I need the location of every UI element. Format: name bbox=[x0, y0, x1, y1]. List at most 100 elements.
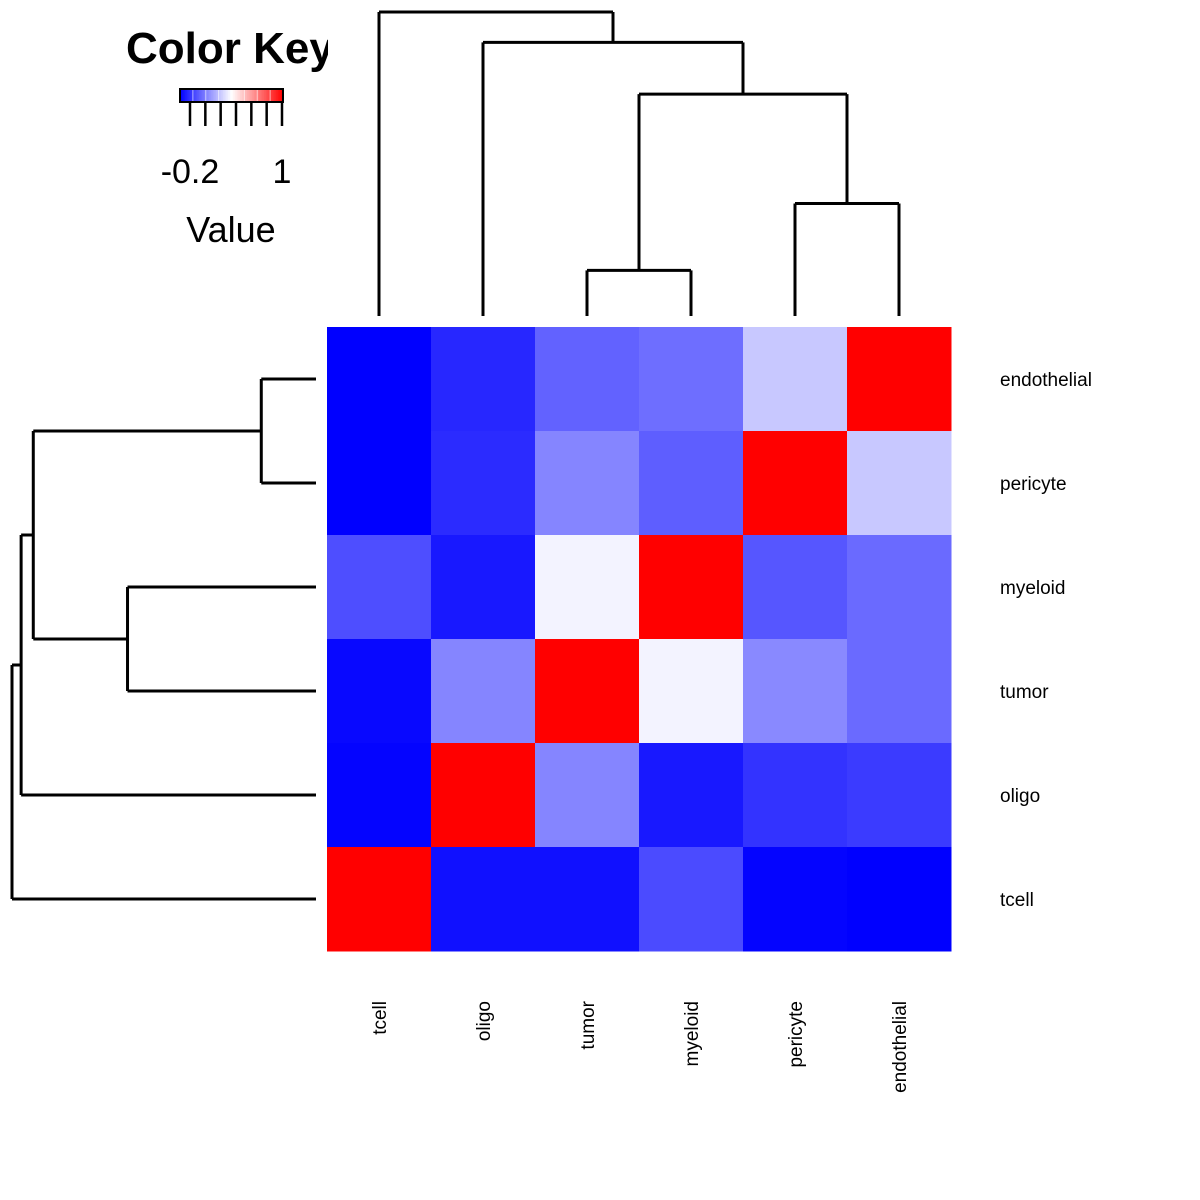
color-key-swatch bbox=[270, 89, 274, 102]
color-key-title-mask bbox=[328, 0, 368, 80]
column-label: oligo bbox=[474, 1001, 495, 1041]
color-key-swatch bbox=[190, 89, 193, 102]
color-key-swatch bbox=[181, 89, 185, 102]
heatmap-cell bbox=[327, 639, 432, 744]
heatmap-cell bbox=[327, 431, 432, 536]
heatmap-cell bbox=[847, 431, 952, 536]
color-key-swatch bbox=[186, 89, 190, 102]
row-labels: endothelial pericyte myeloid tumor oligo tcel… bbox=[1000, 370, 1092, 911]
heatmap-cell bbox=[431, 327, 536, 432]
color-key-tick-label-high: 1 bbox=[273, 153, 292, 191]
column-labels: tcell oligo tumor myeloid pericyte endothelia… bbox=[370, 1000, 911, 1093]
color-key-swatch bbox=[276, 89, 279, 102]
heatmap-cell bbox=[431, 431, 536, 536]
row-label: tcell bbox=[1000, 890, 1034, 911]
color-key-tick-label-low: -0.2 bbox=[161, 153, 220, 191]
color-key-swatch bbox=[272, 89, 276, 102]
heatmap-cell bbox=[535, 847, 640, 952]
row-label: tumor bbox=[1000, 682, 1049, 703]
color-key-swatch bbox=[216, 89, 219, 102]
color-key-swatch bbox=[200, 89, 203, 102]
color-key: Color Key -0.2 1 Value bbox=[126, 0, 368, 250]
color-key-swatch bbox=[274, 89, 277, 102]
color-key-swatch bbox=[226, 89, 229, 102]
color-key-swatch bbox=[253, 89, 257, 102]
color-key-swatch bbox=[260, 89, 263, 102]
color-key-swatch bbox=[252, 89, 255, 102]
column-label: tumor bbox=[578, 1000, 599, 1049]
color-key-swatch bbox=[205, 89, 209, 102]
color-key-swatch bbox=[197, 89, 200, 102]
heatmap-cell bbox=[847, 743, 952, 848]
heatmap-cell bbox=[639, 743, 744, 848]
color-key-swatch bbox=[231, 89, 234, 102]
heatmap-cell bbox=[327, 327, 432, 432]
heatmap-cell bbox=[639, 431, 744, 536]
column-label: pericyte bbox=[786, 1001, 807, 1068]
color-key-swatch bbox=[240, 89, 243, 102]
color-key-swatch bbox=[228, 89, 231, 102]
heatmap-cell bbox=[743, 743, 848, 848]
color-key-swatch bbox=[255, 89, 258, 102]
heatmap-cell bbox=[743, 535, 848, 640]
column-label: myeloid bbox=[682, 1001, 703, 1066]
color-key-swatch bbox=[257, 89, 260, 102]
heatmap-cell bbox=[431, 847, 536, 952]
heatmap-cell bbox=[639, 847, 744, 952]
color-key-swatch bbox=[236, 89, 239, 102]
column-dendrogram bbox=[377, 10, 901, 316]
color-key-swatch bbox=[210, 89, 214, 102]
color-key-swatch bbox=[183, 89, 186, 102]
heatmap-cell bbox=[535, 639, 640, 744]
color-key-swatch bbox=[222, 89, 226, 102]
color-key-swatch bbox=[250, 89, 253, 102]
color-key-swatch bbox=[180, 89, 183, 102]
color-key-swatch bbox=[229, 89, 233, 102]
heatmap-cell bbox=[535, 535, 640, 640]
heatmap-cell bbox=[743, 431, 848, 536]
heatmap-cell bbox=[431, 535, 536, 640]
color-key-swatch bbox=[238, 89, 241, 102]
heatmap-cell bbox=[327, 535, 432, 640]
color-key-swatch bbox=[262, 89, 265, 102]
heatmap-cell bbox=[327, 847, 432, 952]
heatmap-cell bbox=[743, 327, 848, 432]
color-key-swatch bbox=[204, 89, 207, 102]
column-label: tcell bbox=[370, 1001, 391, 1035]
color-key-swatch bbox=[221, 89, 224, 102]
row-label: pericyte bbox=[1000, 474, 1067, 495]
color-key-swatch bbox=[258, 89, 262, 102]
heatmap-cells bbox=[327, 327, 952, 952]
heatmap-cell bbox=[743, 639, 848, 744]
color-key-swatch bbox=[224, 89, 227, 102]
color-key-xlabel: Value bbox=[186, 209, 275, 250]
color-key-swatch bbox=[202, 89, 205, 102]
color-key-bar bbox=[179, 88, 284, 103]
heatmap-cell bbox=[847, 847, 952, 952]
color-key-swatch bbox=[234, 89, 238, 102]
heatmap-cell bbox=[639, 639, 744, 744]
row-dendrogram bbox=[10, 377, 316, 901]
heatmap-cell bbox=[535, 743, 640, 848]
color-key-swatch bbox=[212, 89, 215, 102]
row-label: myeloid bbox=[1000, 578, 1065, 599]
heatmap-cell bbox=[847, 327, 952, 432]
heatmap-cell bbox=[743, 847, 848, 952]
color-key-swatch bbox=[219, 89, 222, 102]
heatmap-cell bbox=[431, 639, 536, 744]
heatmap-cell bbox=[327, 743, 432, 848]
column-label: endothelial bbox=[890, 1001, 911, 1093]
heatmap-cell bbox=[639, 535, 744, 640]
color-key-title: Color Key bbox=[126, 24, 334, 73]
color-key-swatch bbox=[264, 89, 267, 102]
color-key-swatch bbox=[207, 89, 210, 102]
color-key-swatch bbox=[193, 89, 197, 102]
color-key-swatch bbox=[265, 89, 269, 102]
color-key-swatch bbox=[245, 89, 248, 102]
color-key-swatch bbox=[241, 89, 245, 102]
row-label: endothelial bbox=[1000, 370, 1092, 391]
color-key-swatch bbox=[209, 89, 212, 102]
heatmap-cell bbox=[535, 327, 640, 432]
heatmap-cell bbox=[431, 743, 536, 848]
